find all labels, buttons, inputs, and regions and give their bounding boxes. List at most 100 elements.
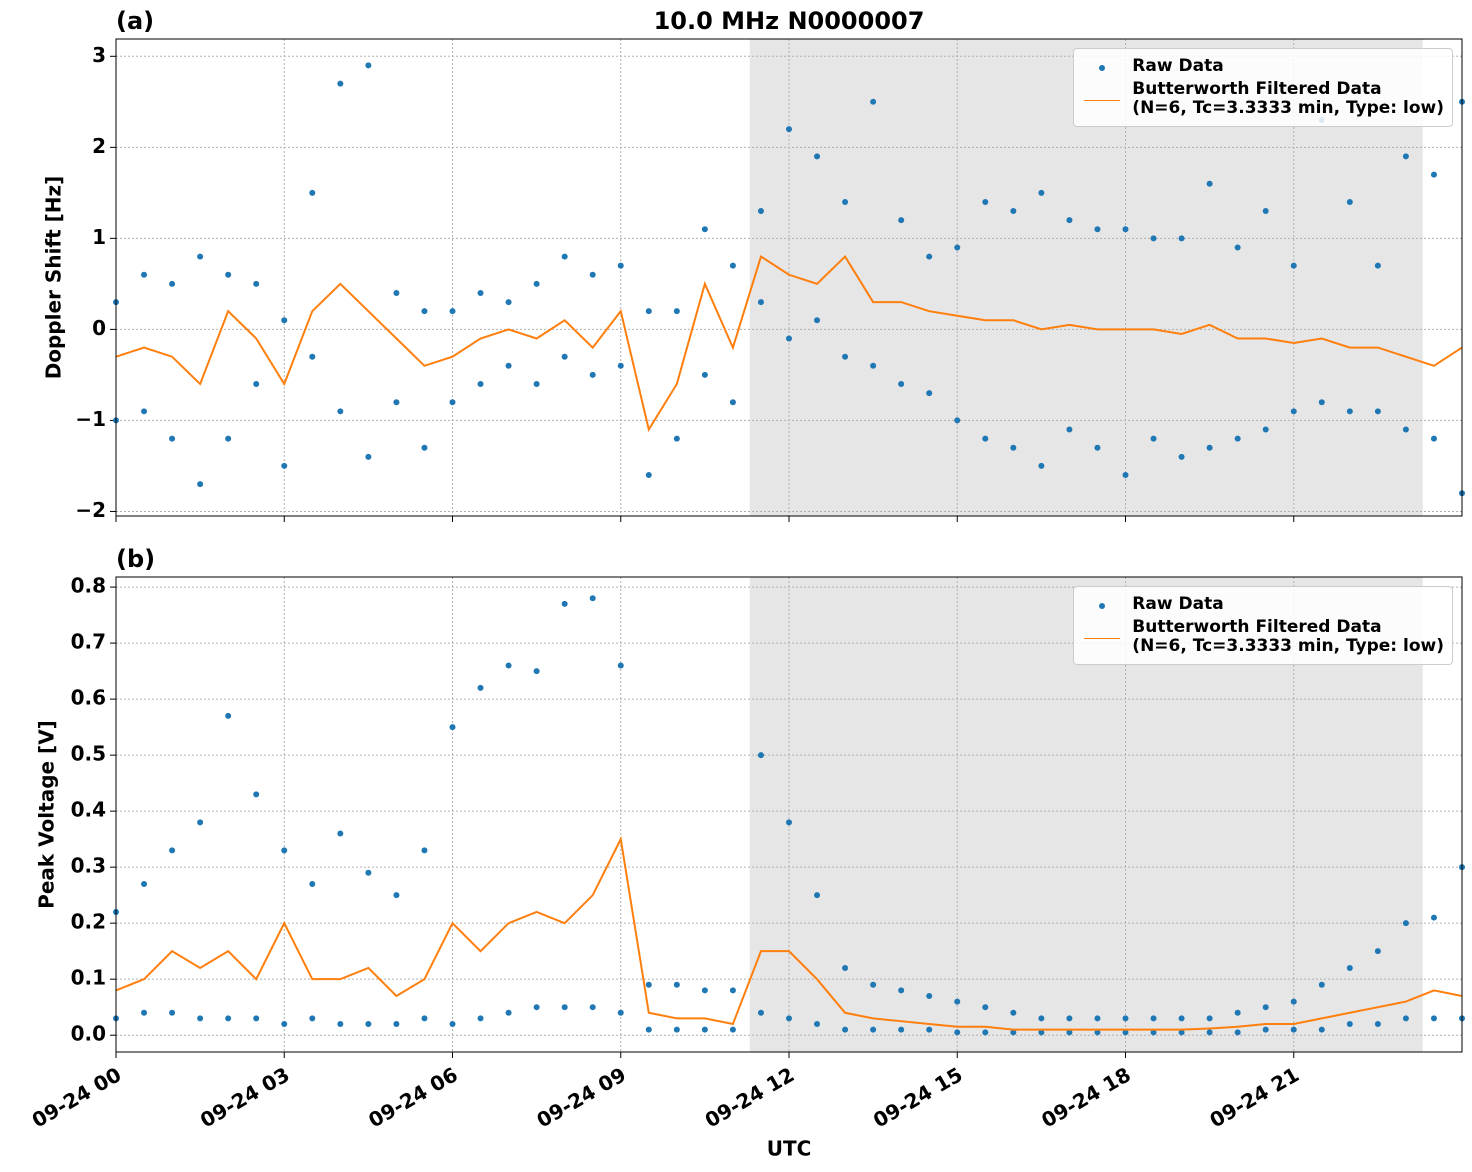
raw-point xyxy=(1038,1029,1045,1036)
x-tick-label: 09-24 00 xyxy=(28,1062,126,1132)
raw-point xyxy=(842,353,849,360)
x-tick-label: 09-24 12 xyxy=(701,1062,799,1132)
raw-point xyxy=(309,189,316,196)
raw-point xyxy=(870,98,877,105)
raw-point xyxy=(1402,920,1409,927)
raw-point xyxy=(1262,426,1269,433)
raw-point xyxy=(141,1009,148,1016)
raw-point xyxy=(757,752,764,759)
raw-point xyxy=(870,981,877,988)
raw-point xyxy=(1374,1020,1381,1027)
raw-point xyxy=(365,62,372,69)
raw-point xyxy=(449,724,456,731)
y-tick-label: 0.8 xyxy=(71,574,106,598)
raw-point xyxy=(1346,964,1353,971)
raw-point xyxy=(898,987,905,994)
raw-point xyxy=(1094,1029,1101,1036)
raw-point xyxy=(365,1020,372,1027)
raw-point xyxy=(926,1026,933,1033)
x-axis-label: UTC xyxy=(767,1137,812,1161)
legend-label: Butterworth Filtered Data (N=6, Tc=3.333… xyxy=(1132,617,1444,656)
raw-point xyxy=(1206,180,1213,187)
y-tick-label: 3 xyxy=(92,43,106,67)
raw-point xyxy=(786,1015,792,1022)
legend-entry: Butterworth Filtered Data (N=6, Tc=3.333… xyxy=(1082,80,1444,118)
raw-point xyxy=(197,253,204,260)
raw-point xyxy=(309,1015,316,1022)
raw-point xyxy=(589,1004,596,1011)
raw-point xyxy=(1234,1009,1241,1016)
y-tick-label: 0.2 xyxy=(71,910,106,934)
chart-title: 10.0 MHz N0000007 xyxy=(654,7,925,35)
raw-point xyxy=(1346,408,1353,415)
raw-point xyxy=(281,462,288,469)
raw-point xyxy=(898,217,905,224)
raw-point xyxy=(1290,408,1297,415)
panel-label: (a) xyxy=(116,7,154,35)
raw-point xyxy=(1234,244,1241,251)
y-axis-label: Peak Voltage [V] xyxy=(35,720,59,909)
raw-point xyxy=(309,880,316,887)
raw-point xyxy=(1178,453,1185,460)
raw-point xyxy=(982,1029,989,1036)
raw-point xyxy=(1010,1009,1017,1016)
raw-point xyxy=(589,271,596,278)
raw-point xyxy=(1374,408,1381,415)
raw-point xyxy=(505,662,512,669)
raw-point xyxy=(1178,1029,1185,1036)
raw-point xyxy=(421,1015,428,1022)
raw-point xyxy=(729,399,736,406)
raw-point xyxy=(1010,444,1017,451)
raw-point xyxy=(729,987,736,994)
raw-point xyxy=(757,1009,764,1016)
legend-entry: Butterworth Filtered Data (N=6, Tc=3.333… xyxy=(1082,618,1444,656)
raw-point xyxy=(169,280,176,287)
raw-point xyxy=(1066,1015,1073,1022)
legend-label: Raw Data xyxy=(1132,594,1224,614)
raw-point xyxy=(1150,1029,1157,1036)
raw-point xyxy=(197,819,204,826)
raw-point xyxy=(561,253,568,260)
raw-point xyxy=(1122,472,1129,479)
raw-point xyxy=(1206,1015,1213,1022)
raw-point xyxy=(337,830,344,837)
raw-point xyxy=(729,1026,736,1033)
raw-point xyxy=(870,1026,877,1033)
raw-point xyxy=(197,481,204,488)
plot-frame xyxy=(115,576,1463,1053)
raw-point xyxy=(393,1020,400,1027)
raw-point xyxy=(842,1026,849,1033)
y-tick-label: 0.6 xyxy=(71,686,106,710)
raw-point xyxy=(1206,1029,1213,1036)
raw-point xyxy=(729,262,736,269)
raw-point xyxy=(814,317,821,324)
raw-point xyxy=(1430,171,1437,178)
legend-entry: Raw Data xyxy=(1082,595,1444,616)
raw-point xyxy=(1038,189,1045,196)
raw-point xyxy=(645,981,652,988)
raw-point xyxy=(1262,1026,1269,1033)
raw-point xyxy=(954,998,961,1005)
raw-point xyxy=(505,1009,512,1016)
raw-point xyxy=(617,362,624,369)
raw-point xyxy=(982,198,989,205)
raw-point xyxy=(169,1009,176,1016)
raw-point xyxy=(1150,1015,1157,1022)
raw-point xyxy=(197,1015,204,1022)
raw-point xyxy=(393,399,400,406)
raw-point xyxy=(421,847,428,854)
raw-point xyxy=(337,1020,344,1027)
raw-point xyxy=(1374,948,1381,955)
raw-point xyxy=(1290,262,1297,269)
raw-point xyxy=(1038,462,1045,469)
raw-point xyxy=(1430,1015,1437,1022)
raw-point xyxy=(1066,1029,1073,1036)
y-tick-label: 0.4 xyxy=(71,798,106,822)
raw-point xyxy=(701,987,708,994)
raw-point xyxy=(617,262,624,269)
legend: Raw Data Butterworth Filtered Data (N=6, … xyxy=(1073,586,1453,665)
raw-point xyxy=(870,362,877,369)
y-tick-label: 1 xyxy=(92,225,106,249)
panel-label: (b) xyxy=(116,545,155,573)
raw-point xyxy=(169,847,176,854)
